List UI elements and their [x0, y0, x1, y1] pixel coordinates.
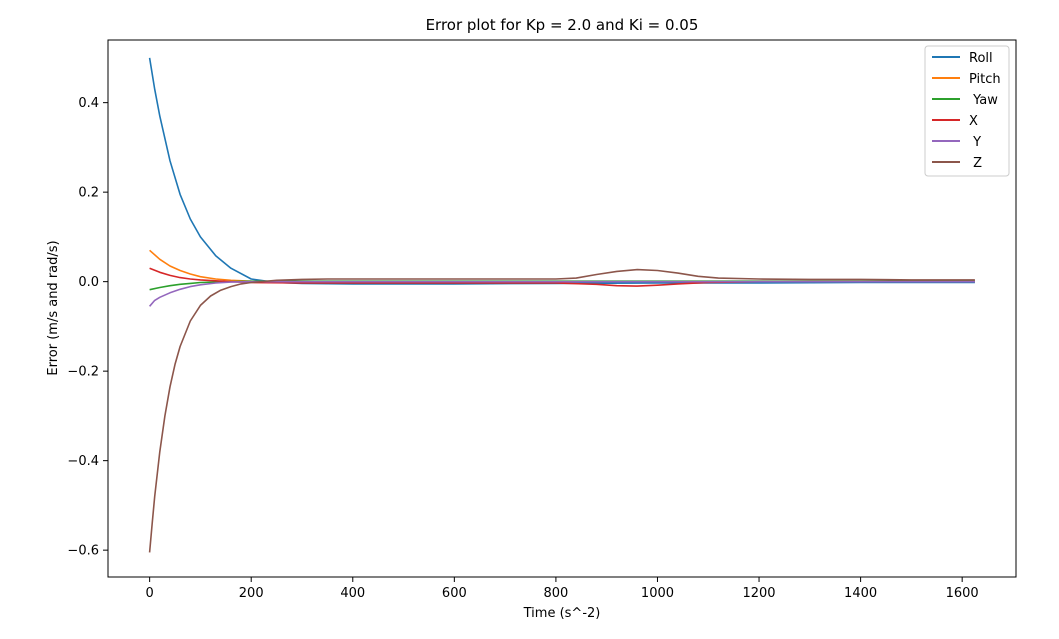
- legend-box: [924, 45, 1010, 177]
- legend-items: Roll Pitch Yaw X Y Z: [932, 51, 1001, 171]
- series-line-y: [148, 280, 975, 307]
- x-tick-label: 200: [239, 586, 264, 601]
- series-line-x: [149, 267, 975, 287]
- legend-label: Yaw: [969, 93, 998, 108]
- y-tick-label: −0.4: [67, 454, 99, 469]
- legend-label: Z: [969, 156, 982, 171]
- x-tick-label: 0: [146, 586, 154, 601]
- x-tick-label: 800: [543, 586, 568, 601]
- chart-title: Error plot for Kp = 2.0 and Ki = 0.05: [426, 16, 699, 34]
- y-axis-ticks: 0.4 0.2 0.0 −0.2 −0.4 −0.6: [67, 96, 108, 559]
- x-tick-label: 600: [442, 586, 467, 601]
- x-tick-label: 1600: [946, 586, 979, 601]
- y-axis-label: Error (m/s and rad/s): [46, 240, 61, 375]
- x-axis-label: Time (s^-2): [523, 606, 601, 621]
- x-tick-label: 1200: [742, 586, 775, 601]
- legend: Roll Pitch Yaw X Y Z: [924, 45, 1010, 177]
- series-lines: [148, 57, 975, 553]
- legend-label: X: [969, 114, 978, 129]
- x-tick-label: 400: [340, 586, 365, 601]
- x-tick-label: 1000: [641, 586, 674, 601]
- y-tick-label: −0.6: [67, 544, 99, 559]
- series-line-z: [148, 268, 975, 553]
- y-tick-label: 0.2: [78, 186, 99, 201]
- y-tick-label: 0.4: [78, 96, 99, 111]
- x-axis-ticks: 0 200 400 600 800 1000 1200 1400 1600: [146, 577, 979, 601]
- legend-label: Roll: [969, 51, 993, 66]
- legend-label: Pitch: [969, 72, 1001, 87]
- y-tick-label: −0.2: [67, 365, 99, 380]
- series-line-roll: [148, 57, 975, 285]
- x-tick-label: 1400: [844, 586, 877, 601]
- plot-frame: [107, 39, 1017, 578]
- y-tick-label: 0.0: [78, 275, 99, 290]
- legend-label: Y: [969, 135, 981, 150]
